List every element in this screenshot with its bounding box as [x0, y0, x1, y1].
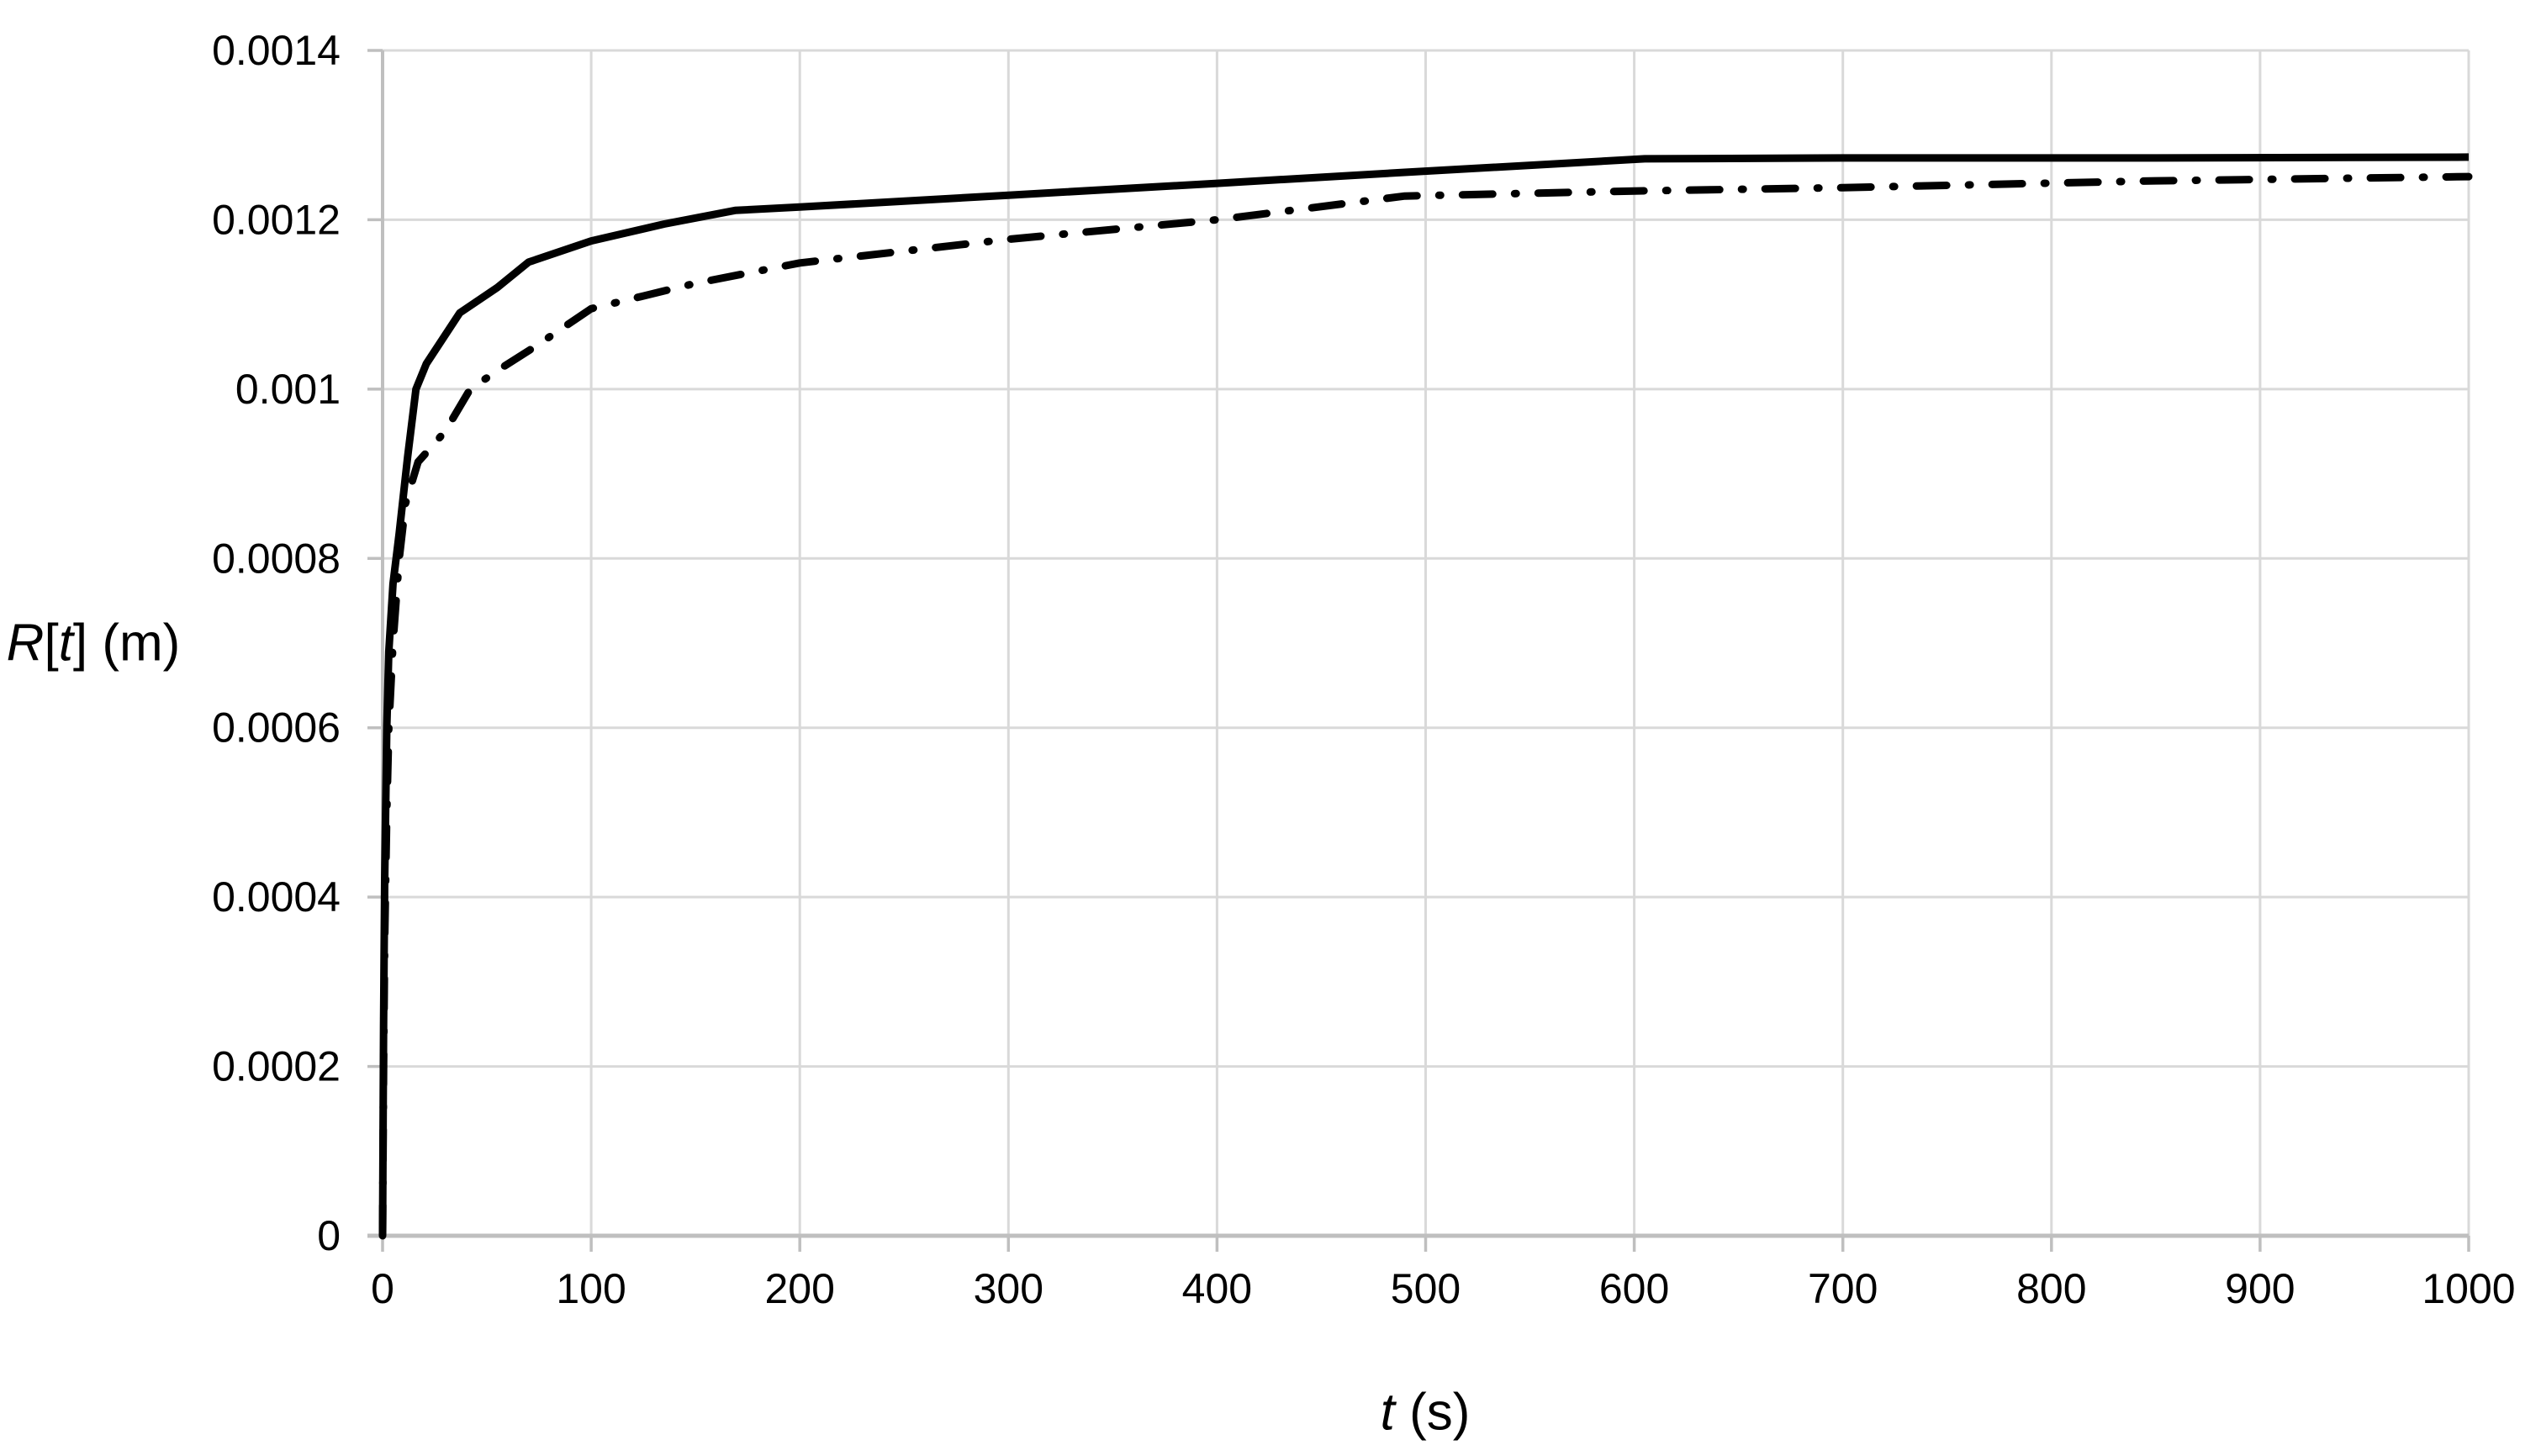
y-tick-label: 0.0006: [212, 704, 341, 752]
x-tick-label: 1000: [2422, 1265, 2515, 1312]
y-tick-label: 0: [317, 1212, 341, 1259]
x-tick-label: 0: [371, 1265, 394, 1312]
axes-group: [367, 50, 2469, 1238]
dash-dot-line: [378, 172, 2473, 1240]
tick-labels-group: 0 0.0002 0.0004 0.0006 0.0008 0.001 0.0012 0.00…: [212, 27, 2516, 1312]
y-tick-label: 0.001: [235, 366, 341, 413]
x-tick-label: 300: [974, 1265, 1043, 1312]
x-tick-label: 600: [1599, 1265, 1669, 1312]
x-axis-title-part: (s): [1394, 1383, 1471, 1442]
x-axis-title: t (s): [1381, 1383, 1471, 1443]
y-tick-label: 0.0008: [212, 535, 341, 582]
series-lines-group: [378, 153, 2473, 1240]
y-axis-title-part: [: [44, 614, 59, 673]
x-tick-label: 800: [2016, 1265, 2086, 1312]
tick-marks-group: [367, 49, 2470, 1252]
solid-line: [378, 153, 2470, 1237]
x-tick-label: 500: [1391, 1265, 1461, 1312]
x-axis-title-part: t: [1380, 1383, 1395, 1442]
x-tick-label: 400: [1182, 1265, 1252, 1312]
x-tick-label: 900: [2225, 1265, 2295, 1312]
y-axis-title: R[t] (m): [7, 614, 181, 673]
x-tick-label: 100: [556, 1265, 626, 1312]
y-tick-label: 0.0014: [212, 27, 341, 74]
y-axis-title-part: R: [6, 614, 45, 673]
y-tick-label: 0.0002: [212, 1043, 341, 1090]
y-tick-label: 0.0004: [212, 873, 341, 921]
x-tick-label: 200: [764, 1265, 834, 1312]
x-tick-label: 700: [1808, 1265, 1878, 1312]
y-axis-title-part: t: [58, 614, 73, 673]
y-axis-title-part: ] (m): [72, 614, 181, 673]
y-tick-label: 0.0012: [212, 196, 341, 243]
gridlines-group: [383, 49, 2470, 1236]
